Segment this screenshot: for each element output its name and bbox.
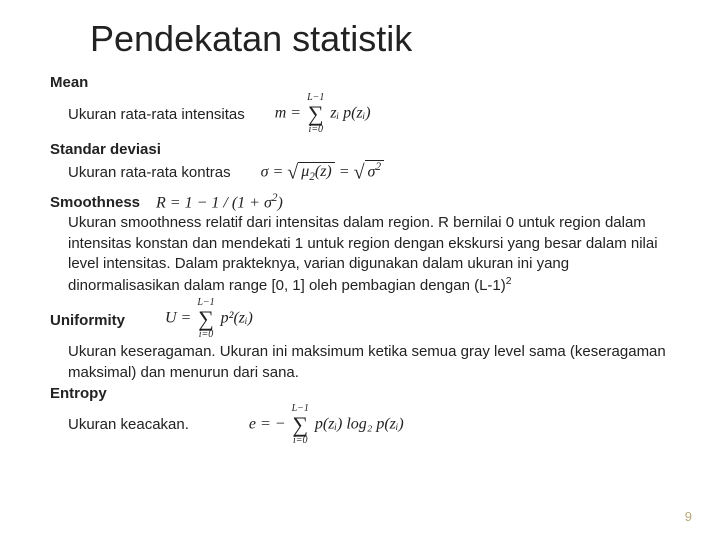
sum-symbol: L−1 ∑ i=0	[197, 298, 214, 340]
uniformity-rhs: p²(zᵢ)	[221, 310, 253, 327]
entropy-rhs: p(zᵢ) log₂ p(zᵢ)	[315, 416, 404, 433]
stddev-formula: σ = √μ2(z) = √σ2	[261, 160, 384, 184]
slide-container: Pendekatan statistik Mean Ukuran rata-ra…	[0, 0, 720, 540]
smoothness-desc-text: Ukuran smoothness relatif dari intensita…	[68, 214, 658, 294]
mean-lhs: m =	[275, 105, 301, 122]
stddev-label: Standar deviasi	[50, 141, 670, 158]
entropy-desc: Ukuran keacakan.	[68, 416, 189, 433]
entropy-row: Ukuran keacakan. e = − L−1 ∑ i=0 p(zᵢ) l…	[50, 404, 670, 446]
mean-desc: Ukuran rata-rata intensitas	[68, 106, 245, 123]
slide-title: Pendekatan statistik	[90, 18, 670, 60]
uniformity-row: Uniformity U = L−1 ∑ i=0 p²(zᵢ)	[50, 298, 670, 340]
sum-bot: i=0	[293, 436, 308, 446]
entropy-label: Entropy	[50, 385, 670, 402]
uniformity-lhs: U =	[165, 310, 191, 327]
mean-label: Mean	[50, 74, 670, 91]
entropy-formula: e = − L−1 ∑ i=0 p(zᵢ) log₂ p(zᵢ)	[249, 404, 404, 446]
sum-bot: i=0	[199, 330, 214, 340]
sum-symbol: L−1 ∑ i=0	[307, 93, 324, 135]
smoothness-row: Smoothness R = 1 − 1 / (1 + σ2)	[50, 190, 670, 213]
stddev-row: Ukuran rata-rata kontras σ = √μ2(z) = √σ…	[50, 160, 670, 184]
mean-row: Ukuran rata-rata intensitas m = L−1 ∑ i=…	[50, 93, 670, 135]
mean-formula: m = L−1 ∑ i=0 zᵢ p(zᵢ)	[275, 93, 371, 135]
sigma-icon: ∑	[292, 414, 308, 436]
sigma-icon: ∑	[308, 103, 324, 125]
uniformity-label: Uniformity	[50, 312, 125, 329]
smoothness-desc-sup: 2	[506, 275, 512, 287]
page-number: 9	[685, 509, 692, 524]
uniformity-formula: U = L−1 ∑ i=0 p²(zᵢ)	[165, 298, 253, 340]
smoothness-formula: R = 1 − 1 / (1 + σ2)	[156, 192, 283, 212]
smoothness-desc: Ukuran smoothness relatif dari intensita…	[68, 213, 670, 296]
stddev-desc: Ukuran rata-rata kontras	[68, 164, 231, 181]
entropy-lhs: e = −	[249, 416, 286, 433]
uniformity-desc: Ukuran keseragaman. Ukuran ini maksimum …	[68, 342, 670, 383]
mean-rhs: zᵢ p(zᵢ)	[330, 105, 370, 122]
smoothness-label: Smoothness	[50, 194, 140, 211]
sum-bot: i=0	[309, 125, 324, 135]
sum-symbol: L−1 ∑ i=0	[292, 404, 309, 446]
sigma-icon: ∑	[198, 308, 214, 330]
